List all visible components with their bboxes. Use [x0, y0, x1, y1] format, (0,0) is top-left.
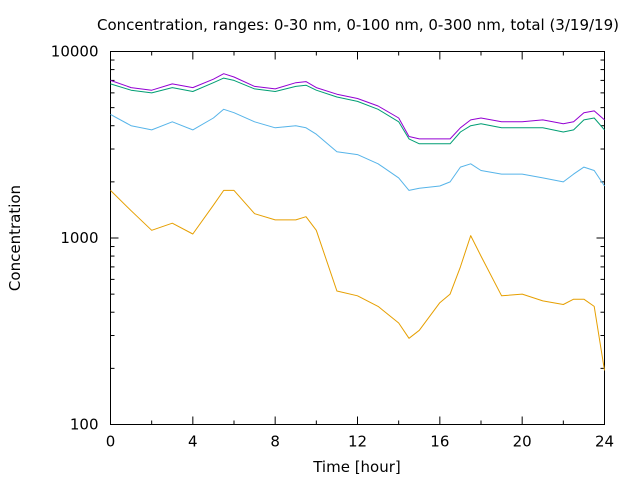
- plot-area: 0 4 8 12 16 20 24 100 1000 10000: [51, 43, 614, 451]
- x-axis-label: Time [hour]: [312, 458, 401, 476]
- series-line-1: [110, 189, 605, 371]
- series-line-3: [110, 77, 605, 145]
- x-tick-label: 4: [188, 433, 198, 451]
- chart-title: Concentration, ranges: 0-30 nm, 0-100 nm…: [97, 16, 619, 34]
- x-tick-label: 16: [430, 433, 449, 451]
- series-lines: [110, 73, 605, 371]
- y-tick-label: 10000: [51, 43, 99, 61]
- x-tick-label: 8: [270, 433, 280, 451]
- y-tick-label: 1000: [60, 229, 98, 247]
- x-tick-label: 20: [513, 433, 532, 451]
- axis-tick-labels: 0 4 8 12 16 20 24 100 1000 10000: [51, 43, 614, 451]
- x-tick-label: 24: [595, 433, 614, 451]
- x-tick-label: 12: [348, 433, 367, 451]
- series-line-2: [110, 108, 605, 191]
- x-tick-label: 0: [106, 433, 116, 451]
- axis-ticks: [110, 51, 605, 425]
- series-line-4: [110, 73, 605, 140]
- y-tick-label: 100: [70, 416, 99, 434]
- plot-frame: [110, 51, 605, 425]
- y-axis-label: Concentration: [6, 185, 24, 291]
